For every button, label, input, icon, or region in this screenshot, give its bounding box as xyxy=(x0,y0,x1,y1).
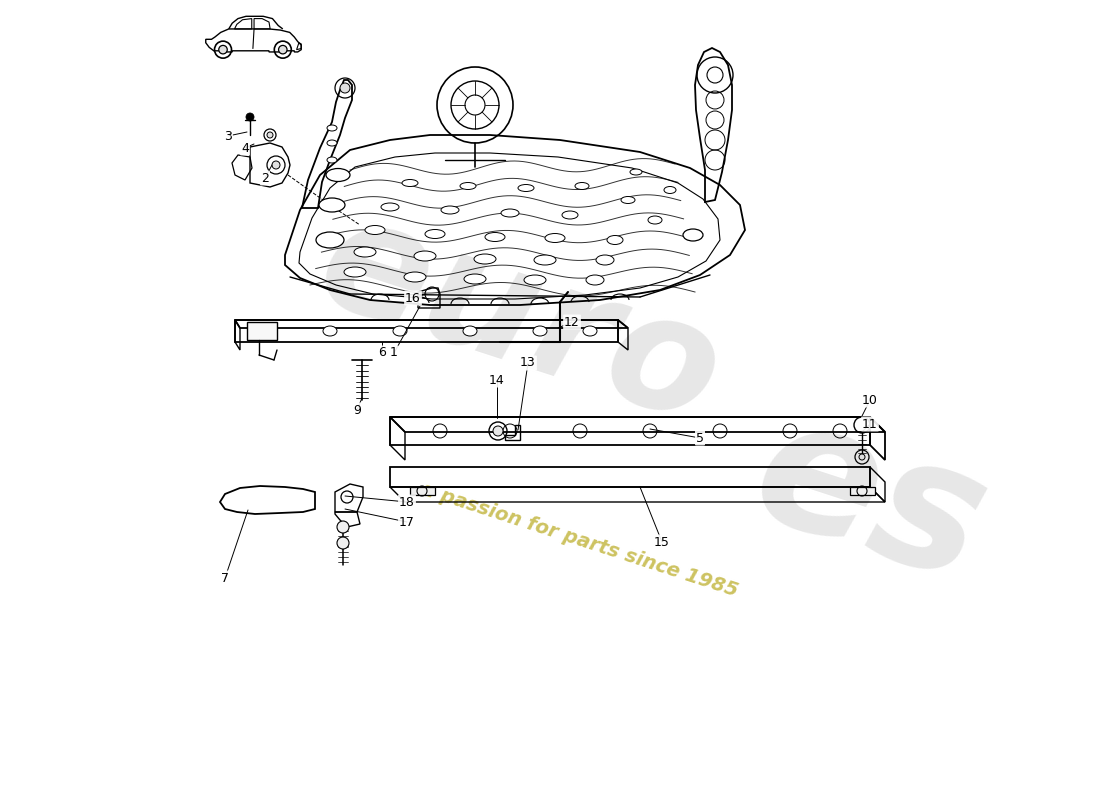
Text: 14: 14 xyxy=(490,374,505,386)
Text: 10: 10 xyxy=(862,394,878,406)
Text: 1: 1 xyxy=(390,346,398,359)
Ellipse shape xyxy=(596,255,614,265)
Circle shape xyxy=(340,83,350,93)
Ellipse shape xyxy=(485,233,505,242)
Ellipse shape xyxy=(524,275,546,285)
Circle shape xyxy=(219,46,228,54)
Ellipse shape xyxy=(464,274,486,284)
Ellipse shape xyxy=(575,182,589,190)
Ellipse shape xyxy=(518,185,534,191)
Ellipse shape xyxy=(381,203,399,211)
Text: 16: 16 xyxy=(405,291,421,305)
Text: 7: 7 xyxy=(221,571,229,585)
Ellipse shape xyxy=(316,232,344,248)
Ellipse shape xyxy=(319,198,345,212)
Ellipse shape xyxy=(500,209,519,217)
Ellipse shape xyxy=(648,216,662,224)
Text: 12: 12 xyxy=(564,315,580,329)
Ellipse shape xyxy=(544,234,565,242)
Ellipse shape xyxy=(326,169,350,182)
Ellipse shape xyxy=(683,229,703,241)
Circle shape xyxy=(272,161,280,169)
Text: 17: 17 xyxy=(399,515,415,529)
Ellipse shape xyxy=(414,251,436,261)
Text: 15: 15 xyxy=(654,535,670,549)
Circle shape xyxy=(859,454,865,460)
Circle shape xyxy=(337,537,349,549)
Circle shape xyxy=(493,426,503,436)
Ellipse shape xyxy=(327,125,337,131)
Ellipse shape xyxy=(630,169,642,175)
Text: es: es xyxy=(734,381,1006,619)
Text: 2: 2 xyxy=(261,171,268,185)
Text: 13: 13 xyxy=(520,357,536,370)
Text: 18: 18 xyxy=(399,495,415,509)
Polygon shape xyxy=(410,487,435,495)
Text: 6: 6 xyxy=(378,346,386,359)
Ellipse shape xyxy=(534,255,556,265)
Ellipse shape xyxy=(621,197,635,203)
Ellipse shape xyxy=(463,326,477,336)
Text: euro: euro xyxy=(300,183,739,457)
Polygon shape xyxy=(850,487,875,495)
Text: a passion for parts since 1985: a passion for parts since 1985 xyxy=(419,480,740,600)
Ellipse shape xyxy=(323,326,337,336)
Ellipse shape xyxy=(460,182,476,190)
Text: 11: 11 xyxy=(862,418,878,430)
Text: 3: 3 xyxy=(224,130,232,142)
Circle shape xyxy=(246,113,254,121)
Polygon shape xyxy=(248,322,277,340)
Ellipse shape xyxy=(583,326,597,336)
Ellipse shape xyxy=(474,254,496,264)
Ellipse shape xyxy=(562,211,578,219)
Ellipse shape xyxy=(586,275,604,285)
Ellipse shape xyxy=(263,326,277,336)
Circle shape xyxy=(278,46,287,54)
Ellipse shape xyxy=(425,230,446,238)
Ellipse shape xyxy=(365,226,385,234)
Ellipse shape xyxy=(354,247,376,257)
Ellipse shape xyxy=(327,140,337,146)
Ellipse shape xyxy=(344,267,366,277)
Ellipse shape xyxy=(607,235,623,245)
Ellipse shape xyxy=(441,206,459,214)
Ellipse shape xyxy=(404,272,426,282)
Ellipse shape xyxy=(327,157,337,163)
Ellipse shape xyxy=(664,186,676,194)
Ellipse shape xyxy=(393,326,407,336)
Circle shape xyxy=(337,521,349,533)
Ellipse shape xyxy=(402,179,418,186)
Text: 4: 4 xyxy=(241,142,249,154)
Ellipse shape xyxy=(534,326,547,336)
Circle shape xyxy=(267,132,273,138)
Text: 5: 5 xyxy=(696,431,704,445)
Text: 9: 9 xyxy=(353,403,361,417)
